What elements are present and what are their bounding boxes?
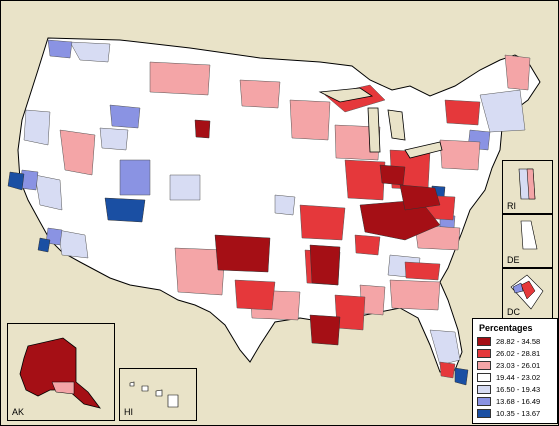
region-wi-mi [334,124,381,161]
region-nv [59,129,96,176]
region-or-coast [23,109,51,146]
region-ks-east [274,194,296,216]
region-ca-sanjose [37,237,51,253]
legend-label: 26.02 - 28.81 [496,349,541,358]
dc-inset: DC [502,268,553,320]
region-co [169,174,201,201]
legend-swatch [477,361,491,370]
alaska-map [19,337,101,409]
legend-swatch [477,397,491,406]
delaware-inset: DE [502,214,553,268]
legend-label: 23.03 - 26.01 [496,361,541,370]
region-nc-east [404,261,441,281]
region-oh-south [379,164,406,186]
region-ca-south [57,229,89,259]
region-fl [429,329,461,366]
region-va [414,224,461,251]
region-nd [239,79,281,109]
legend-item: 26.02 - 28.81 [477,348,540,359]
region-ar-east [309,244,341,286]
rhode-island-label: RI [507,201,516,211]
rhode-island-east [526,168,536,200]
region-mn [289,99,331,141]
dc-center [520,280,536,300]
legend-item: 19.44 - 23.02 [477,372,540,383]
region-id-south [99,127,129,151]
region-mo [299,204,346,241]
lake-erie [404,141,443,159]
legend-label: 13.68 - 16.49 [496,397,541,406]
region-ny-west [444,99,481,126]
legend: Percentages 28.82 - 34.58 26.02 - 28.81 23… [472,318,558,424]
alaska-shape [19,337,101,409]
region-pa [439,139,481,171]
legend-label: 19.44 - 23.02 [496,373,541,382]
region-ne-north [479,89,526,133]
legend-item: 10.35 - 13.67 [477,408,540,419]
legend-item: 28.82 - 34.58 [477,336,540,347]
dc-label: DC [507,307,520,317]
alaska-inset: AK [7,323,115,421]
region-wa-west [47,39,73,59]
legend-label: 16.50 - 19.43 [496,385,541,394]
legend-swatch [477,373,491,382]
hawaii-label: HI [124,407,133,417]
hawaii-inset: HI [119,368,197,421]
region-mt-spot [194,119,211,139]
region-in [344,159,386,201]
rhode-island-inset: RI [502,160,553,214]
region-ca-sf [7,171,25,191]
legend-item: 16.50 - 19.43 [477,384,540,395]
region-ok-east [214,234,271,273]
lake-michigan [367,107,381,153]
region-fl-south [454,367,469,386]
dc-map [510,274,544,310]
region-ut-slc [104,197,146,223]
legend-label: 10.35 - 13.67 [496,409,541,418]
region-fl-sw [439,361,456,379]
delaware-shape [520,220,538,250]
dc-northwest [512,282,524,294]
region-ok [234,279,276,311]
legend-title: Percentages [479,323,533,333]
region-id-north [109,104,141,129]
rhode-island-map [518,168,536,200]
region-wa-east [69,41,111,63]
region-la [309,314,341,346]
region-ut-east [119,159,151,196]
delaware-map [520,220,538,250]
hawaii-map [129,381,179,408]
legend-item: 13.68 - 16.49 [477,396,540,407]
lake-huron [387,109,406,141]
legend-item: 23.03 - 26.01 [477,360,540,371]
region-ga-sc [389,279,441,311]
legend-swatch [477,337,491,346]
region-nm-east [174,247,226,296]
legend-swatch [477,409,491,418]
region-wv-south [399,184,441,211]
lake-superior [318,87,374,103]
hawaii-islands [129,381,179,408]
region-tn-west [354,234,381,256]
alaska-label: AK [12,407,25,417]
region-ca-central [34,174,63,211]
region-ne-maine [504,54,531,91]
region-mt-central [149,61,211,96]
legend-swatch [477,349,491,358]
delaware-label: DE [507,255,520,265]
legend-label: 28.82 - 34.58 [496,337,541,346]
legend-swatch [477,385,491,394]
alaska-south [51,381,75,395]
